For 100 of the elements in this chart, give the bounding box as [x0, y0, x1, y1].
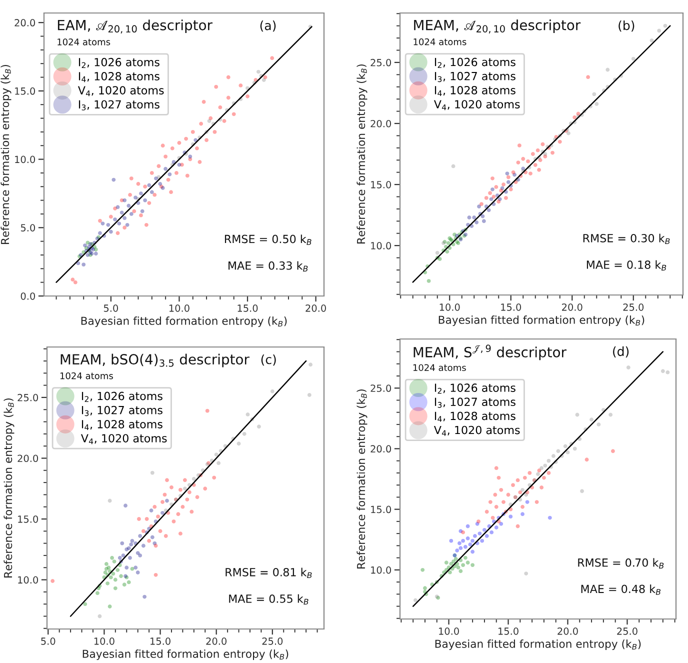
x-tick-label: 5.0	[104, 304, 118, 312]
point	[466, 536, 470, 540]
point	[169, 190, 173, 194]
point	[499, 522, 504, 526]
point	[118, 556, 122, 560]
text: 1024 atoms	[414, 38, 466, 46]
point	[537, 468, 542, 472]
legend-label: V$_{4}$, 1020 atoms	[80, 434, 167, 444]
y-tick-label: 20.0	[370, 120, 392, 128]
point	[493, 492, 498, 497]
point	[207, 119, 212, 123]
point	[506, 492, 510, 497]
annotation: MAE = 0.33 k$_{B}$	[228, 261, 308, 272]
point	[222, 119, 226, 123]
point	[461, 563, 466, 568]
y-tick-label: 15.0	[15, 87, 36, 95]
point	[136, 570, 140, 574]
point	[540, 486, 544, 490]
point	[496, 476, 501, 480]
point	[112, 560, 116, 564]
point	[141, 544, 146, 548]
point	[142, 594, 147, 599]
chart-title: MEAM, S$^{𝒥,9}$ descriptor	[414, 344, 566, 360]
x-tick-label: 20.0	[558, 628, 578, 635]
point	[470, 563, 475, 568]
y-tick-label: 10.0	[15, 156, 36, 164]
point	[147, 538, 152, 543]
point	[110, 556, 114, 560]
annotation: (a)	[260, 20, 276, 32]
legend-label: I$_{4}$, 1028 atoms	[82, 420, 162, 430]
point	[132, 209, 136, 214]
annotation: MAE = 0.55 k$_{B}$	[229, 594, 308, 605]
point	[129, 212, 134, 216]
point	[187, 490, 192, 494]
point	[139, 192, 143, 196]
annotation: RMSE = 0.81 k$_{B}$	[226, 568, 312, 578]
point	[116, 568, 120, 572]
x-tick-label: 25.0	[262, 638, 283, 645]
point	[558, 140, 562, 144]
point	[116, 205, 120, 210]
point	[202, 100, 206, 104]
point	[470, 550, 475, 554]
point	[172, 519, 176, 524]
point	[474, 220, 479, 224]
x-tick-label: 10.0	[439, 628, 459, 635]
point	[226, 96, 230, 100]
x-tick-label: 10.0	[440, 304, 460, 311]
x-tick-label: 25.0	[617, 628, 638, 635]
point	[113, 586, 118, 590]
point	[120, 541, 124, 546]
x-tick-label: 5.0	[41, 638, 56, 645]
point	[143, 184, 148, 189]
point	[147, 201, 152, 205]
point	[488, 500, 492, 504]
point	[270, 389, 274, 394]
point	[108, 214, 113, 219]
point	[178, 532, 182, 536]
point	[150, 535, 154, 540]
point	[478, 532, 482, 536]
point	[136, 182, 140, 186]
point	[121, 553, 126, 558]
point	[420, 568, 425, 572]
point	[472, 534, 477, 538]
point	[129, 542, 134, 546]
point	[526, 159, 530, 164]
x-tick-label: 10.0	[169, 304, 190, 312]
point	[150, 470, 154, 475]
point	[98, 231, 102, 236]
point	[122, 226, 127, 230]
point	[158, 182, 162, 186]
point	[246, 86, 250, 90]
y-axis-title: Reference formation entropy (k$_{B}$)	[356, 390, 368, 568]
point	[140, 209, 144, 214]
x-axis-title: Bayesian fitted formation entropy (k$_{B}$)	[81, 316, 287, 328]
point	[508, 514, 513, 519]
point	[520, 504, 524, 509]
annotation: (b)	[618, 20, 634, 32]
point	[572, 115, 577, 120]
point	[486, 208, 491, 212]
point	[494, 184, 498, 189]
point	[543, 464, 548, 468]
point	[108, 498, 112, 503]
point	[584, 458, 589, 462]
point	[596, 422, 601, 426]
point	[534, 500, 539, 504]
point	[522, 476, 527, 480]
point	[83, 243, 87, 248]
point	[502, 500, 506, 504]
point	[530, 152, 535, 156]
y-tick-label: 10.0	[18, 576, 38, 584]
point	[124, 566, 129, 570]
point	[566, 131, 570, 136]
point	[537, 168, 542, 172]
text: 1024 atoms	[58, 38, 110, 46]
point	[190, 510, 194, 514]
point	[144, 517, 149, 521]
point	[122, 582, 126, 587]
point	[496, 200, 501, 204]
point	[445, 250, 450, 254]
legend-label: I$_{3}$, 1027 atoms	[78, 100, 160, 110]
